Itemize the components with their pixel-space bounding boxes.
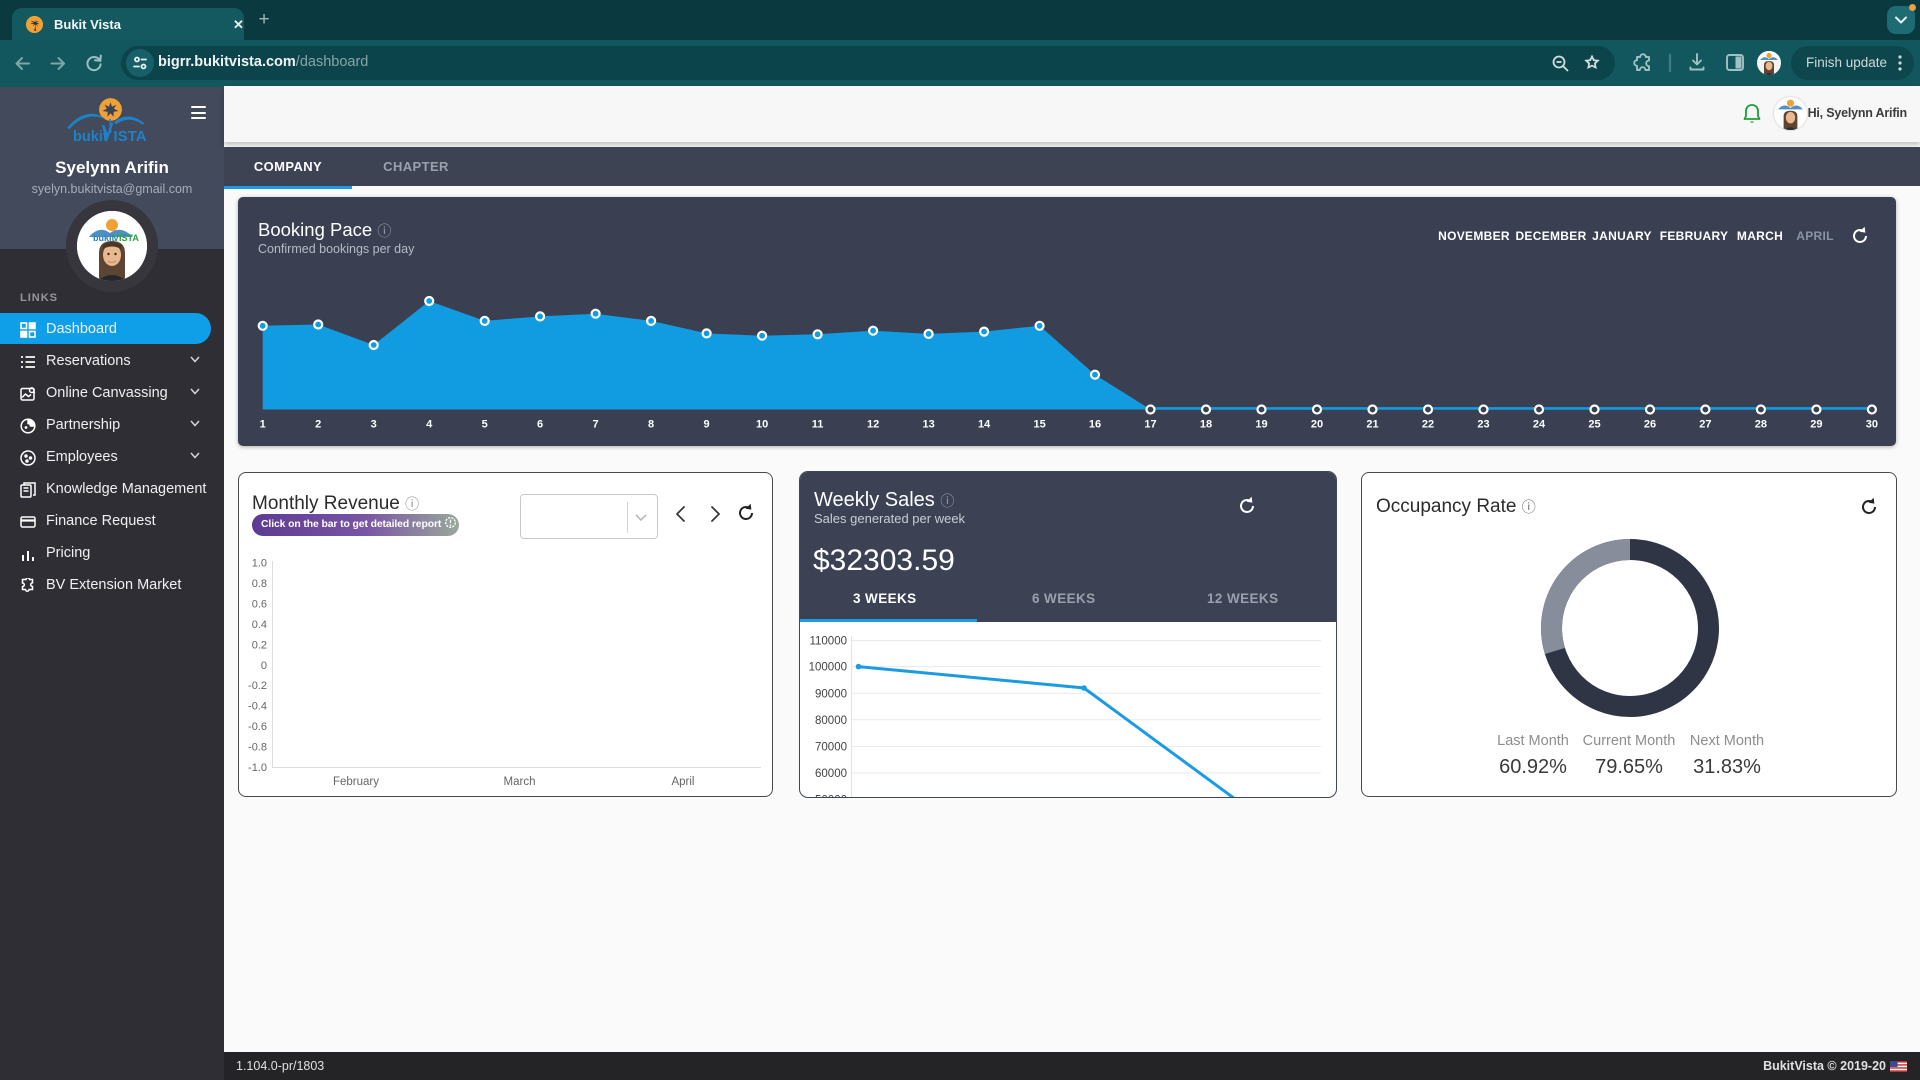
svg-text:13: 13 bbox=[922, 419, 934, 431]
svg-text:25: 25 bbox=[1588, 419, 1600, 431]
svg-text:4: 4 bbox=[426, 419, 433, 431]
svg-text:14: 14 bbox=[978, 419, 991, 431]
svg-text:0.6: 0.6 bbox=[252, 598, 267, 610]
svg-text:March: March bbox=[504, 776, 536, 788]
svg-text:2: 2 bbox=[315, 419, 321, 431]
svg-text:90000: 90000 bbox=[815, 688, 847, 700]
svg-text:April: April bbox=[671, 776, 694, 788]
svg-text:-1.0: -1.0 bbox=[248, 762, 267, 774]
svg-text:1.0: 1.0 bbox=[252, 558, 267, 570]
svg-text:0.8: 0.8 bbox=[252, 578, 267, 590]
svg-text:17: 17 bbox=[1144, 419, 1156, 431]
svg-text:30: 30 bbox=[1866, 419, 1878, 431]
svg-text:8: 8 bbox=[648, 419, 654, 431]
svg-text:-0.4: -0.4 bbox=[248, 701, 267, 713]
svg-text:16: 16 bbox=[1089, 419, 1101, 431]
svg-text:7: 7 bbox=[593, 419, 599, 431]
svg-text:11: 11 bbox=[812, 419, 824, 431]
svg-text:3: 3 bbox=[371, 419, 377, 431]
svg-text:-0.2: -0.2 bbox=[248, 680, 267, 692]
svg-text:1: 1 bbox=[260, 419, 266, 431]
svg-text:10: 10 bbox=[756, 419, 768, 431]
svg-text:5: 5 bbox=[482, 419, 488, 431]
svg-text:80000: 80000 bbox=[815, 715, 847, 727]
svg-text:20: 20 bbox=[1311, 419, 1323, 431]
svg-text:-0.6: -0.6 bbox=[248, 721, 267, 733]
svg-text:15: 15 bbox=[1033, 419, 1045, 431]
svg-text:9: 9 bbox=[704, 419, 710, 431]
svg-text:-0.8: -0.8 bbox=[248, 742, 267, 754]
svg-text:0.2: 0.2 bbox=[252, 639, 267, 651]
svg-text:21: 21 bbox=[1366, 419, 1378, 431]
svg-text:110000: 110000 bbox=[809, 636, 847, 648]
svg-text:19: 19 bbox=[1255, 419, 1267, 431]
svg-text:50000: 50000 bbox=[815, 794, 847, 797]
svg-text:0.4: 0.4 bbox=[252, 619, 267, 631]
svg-text:0: 0 bbox=[261, 660, 267, 672]
svg-text:bukit: bukit bbox=[73, 129, 108, 145]
svg-text:ISTA: ISTA bbox=[114, 128, 147, 145]
svg-text:70000: 70000 bbox=[815, 742, 847, 754]
svg-text:23: 23 bbox=[1477, 419, 1489, 431]
svg-text:28: 28 bbox=[1755, 419, 1767, 431]
svg-text:29: 29 bbox=[1810, 419, 1822, 431]
svg-text:26: 26 bbox=[1644, 419, 1656, 431]
svg-text:22: 22 bbox=[1422, 419, 1434, 431]
svg-text:bukit: bukit bbox=[93, 233, 115, 243]
svg-text:6: 6 bbox=[537, 419, 543, 431]
svg-text:27: 27 bbox=[1699, 419, 1711, 431]
svg-text:12: 12 bbox=[867, 419, 879, 431]
svg-text:VISTA: VISTA bbox=[113, 233, 139, 243]
svg-text:60000: 60000 bbox=[815, 768, 847, 780]
svg-text:100000: 100000 bbox=[809, 662, 847, 674]
svg-text:February: February bbox=[333, 776, 379, 788]
svg-text:18: 18 bbox=[1200, 419, 1212, 431]
svg-text:24: 24 bbox=[1533, 419, 1546, 431]
